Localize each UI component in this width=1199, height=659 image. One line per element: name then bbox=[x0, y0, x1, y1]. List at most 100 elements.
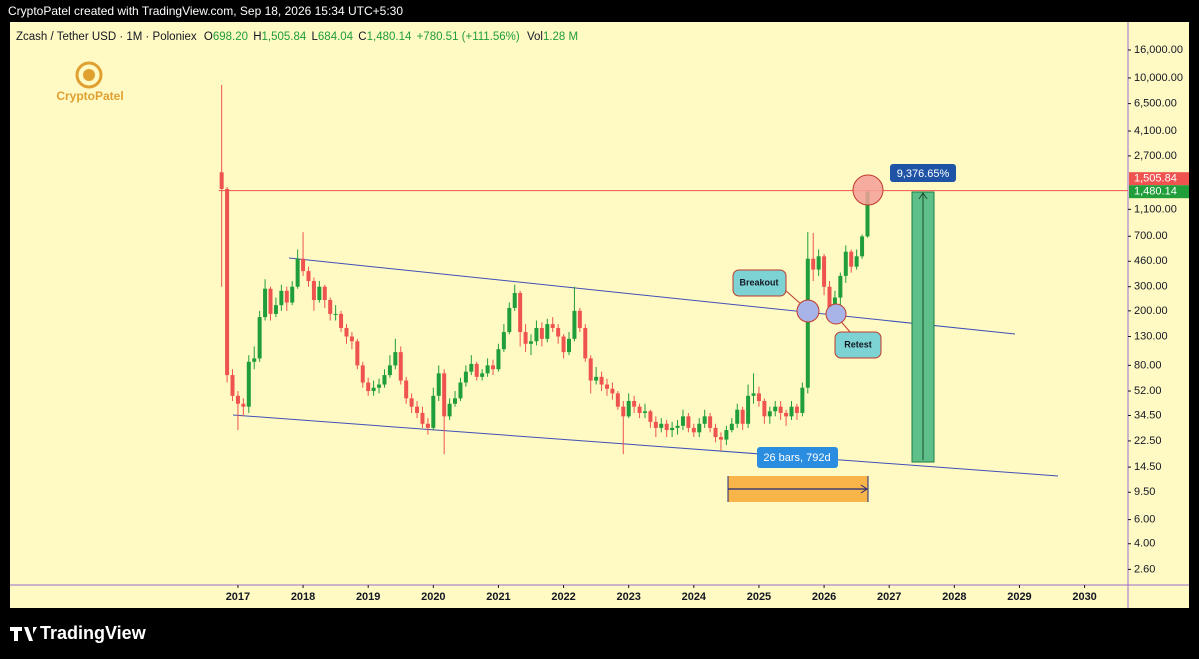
candle-body bbox=[328, 299, 333, 314]
candle-body bbox=[322, 286, 327, 300]
candle-body bbox=[219, 172, 224, 189]
candle-body bbox=[675, 425, 680, 428]
breakout-pointer bbox=[784, 289, 803, 306]
y-tick-label: 2,700.00 bbox=[1134, 150, 1177, 162]
symbol: Zcash / Tether USD · 1M · Poloniex bbox=[16, 31, 197, 43]
candle-body bbox=[550, 324, 555, 328]
candle-body bbox=[436, 373, 441, 396]
candle-body bbox=[290, 286, 295, 303]
candle-body bbox=[865, 191, 870, 237]
candle-body bbox=[702, 416, 707, 424]
candle-body bbox=[230, 375, 235, 396]
candle-body bbox=[713, 427, 718, 438]
candle-body bbox=[518, 292, 523, 333]
candle-body bbox=[556, 327, 561, 337]
candle-body bbox=[545, 324, 550, 339]
candle-body bbox=[773, 406, 778, 412]
candle-body bbox=[632, 400, 637, 407]
logo-text: CryptoPatel bbox=[56, 89, 123, 103]
candle-body bbox=[762, 400, 767, 417]
candle-body bbox=[382, 375, 387, 385]
y-tick-label: 130.00 bbox=[1134, 330, 1168, 342]
candle-body bbox=[610, 388, 615, 394]
x-tick-label: 2028 bbox=[942, 591, 966, 603]
candle-body bbox=[355, 341, 360, 366]
candle-body bbox=[604, 384, 609, 389]
candle-body bbox=[257, 317, 262, 359]
x-tick-label: 2023 bbox=[616, 591, 640, 603]
candle-body bbox=[463, 371, 468, 383]
price-badge-label: 1,480.14 bbox=[1134, 186, 1177, 198]
range-tool: 26 bars, 792d bbox=[727, 447, 869, 502]
candle-body bbox=[718, 437, 723, 440]
vol-label: Vol bbox=[527, 31, 543, 43]
measure-arrowhead bbox=[918, 192, 928, 200]
lower-trendline bbox=[232, 414, 1059, 477]
range-label: 26 bars, 792d bbox=[763, 452, 830, 464]
x-tick-label: 2017 bbox=[226, 591, 250, 603]
x-tick-label: 2022 bbox=[551, 591, 575, 603]
candle-body bbox=[252, 358, 257, 362]
candle-body bbox=[539, 327, 544, 339]
candle-body bbox=[339, 313, 344, 328]
measure-tool: 9,376.65% bbox=[890, 164, 956, 463]
candle-body bbox=[512, 292, 517, 308]
y-tick-label: 9.50 bbox=[1134, 486, 1155, 498]
retest-label: Retest bbox=[844, 339, 872, 349]
candle-body bbox=[306, 271, 311, 282]
candle-body bbox=[480, 373, 485, 377]
range-arrowhead bbox=[860, 484, 868, 494]
candle-body bbox=[832, 297, 837, 308]
chart-background bbox=[10, 22, 1189, 608]
candle-body bbox=[680, 416, 685, 426]
candle-body bbox=[659, 423, 664, 428]
candle-body bbox=[756, 393, 761, 401]
candle-body bbox=[366, 382, 371, 392]
x-tick-label: 2029 bbox=[1007, 591, 1031, 603]
y-tick-label: 10,000.00 bbox=[1134, 72, 1183, 84]
y-tick-label: 6,500.00 bbox=[1134, 98, 1177, 110]
candle-body bbox=[344, 327, 349, 337]
candle-body bbox=[686, 416, 691, 428]
candle-body bbox=[588, 358, 593, 381]
candle-body bbox=[860, 236, 865, 257]
candle-body bbox=[577, 310, 582, 328]
candle-body bbox=[404, 380, 409, 399]
price-badge-label: 1,505.84 bbox=[1134, 173, 1177, 185]
candle-body bbox=[811, 258, 816, 270]
candle-body bbox=[794, 406, 799, 413]
candle-body bbox=[425, 423, 430, 428]
candle-body bbox=[273, 305, 278, 314]
y-tick-label: 300.00 bbox=[1134, 281, 1168, 293]
candle-body bbox=[387, 365, 392, 376]
candle-body bbox=[268, 288, 273, 314]
candle-body bbox=[371, 387, 376, 392]
attribution: CryptoPatel created with TradingView.com… bbox=[8, 4, 403, 18]
candle-body bbox=[501, 332, 506, 350]
candle-body bbox=[523, 332, 528, 344]
axes: 16,000.00 10,000.00 6,500.00 4,100.00 2,700.… bbox=[226, 44, 1189, 603]
change: +780.51 (+111.56%) bbox=[417, 31, 520, 43]
candle-body bbox=[849, 251, 854, 267]
candle-body bbox=[751, 393, 756, 396]
candle-body bbox=[534, 327, 539, 342]
candle-body bbox=[784, 412, 789, 417]
h-label: H bbox=[253, 31, 261, 43]
x-tick-label: 2025 bbox=[747, 591, 771, 603]
candle-body bbox=[670, 427, 675, 431]
y-tick-label: 80.00 bbox=[1134, 359, 1162, 371]
y-tick-label: 700.00 bbox=[1134, 230, 1168, 242]
candle-body bbox=[377, 384, 382, 388]
candle-body bbox=[317, 286, 322, 300]
candle-body bbox=[854, 256, 859, 267]
candle-body bbox=[469, 363, 474, 372]
retest-circle bbox=[825, 303, 847, 325]
y-tick-label: 200.00 bbox=[1134, 305, 1168, 317]
candle-body bbox=[708, 416, 713, 428]
candle-body bbox=[496, 349, 501, 370]
candle-body bbox=[360, 365, 365, 383]
measure-label: 9,376.65% bbox=[897, 168, 950, 180]
candle-body bbox=[415, 406, 420, 413]
l-value: 684.04 bbox=[318, 31, 354, 43]
